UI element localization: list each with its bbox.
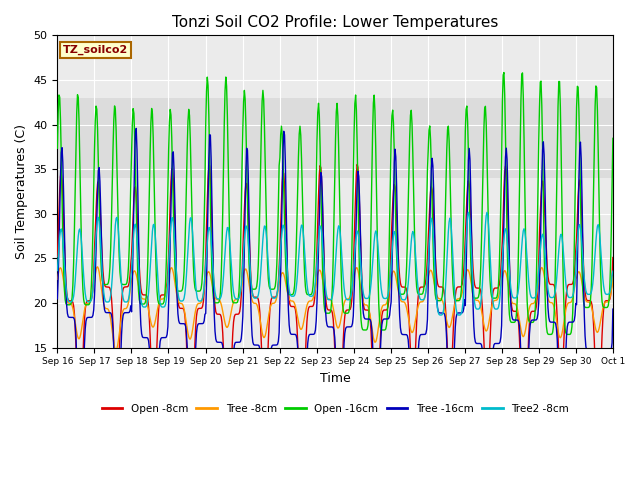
Title: Tonzi Soil CO2 Profile: Lower Temperatures: Tonzi Soil CO2 Profile: Lower Temperatur…: [172, 15, 499, 30]
Y-axis label: Soil Temperatures (C): Soil Temperatures (C): [15, 124, 28, 259]
Legend: Open -8cm, Tree -8cm, Open -16cm, Tree -16cm, Tree2 -8cm: Open -8cm, Tree -8cm, Open -16cm, Tree -…: [97, 400, 573, 418]
Bar: [58, 98, 613, 178]
Text: TZ_soilco2: TZ_soilco2: [63, 45, 128, 55]
X-axis label: Time: Time: [320, 372, 351, 385]
